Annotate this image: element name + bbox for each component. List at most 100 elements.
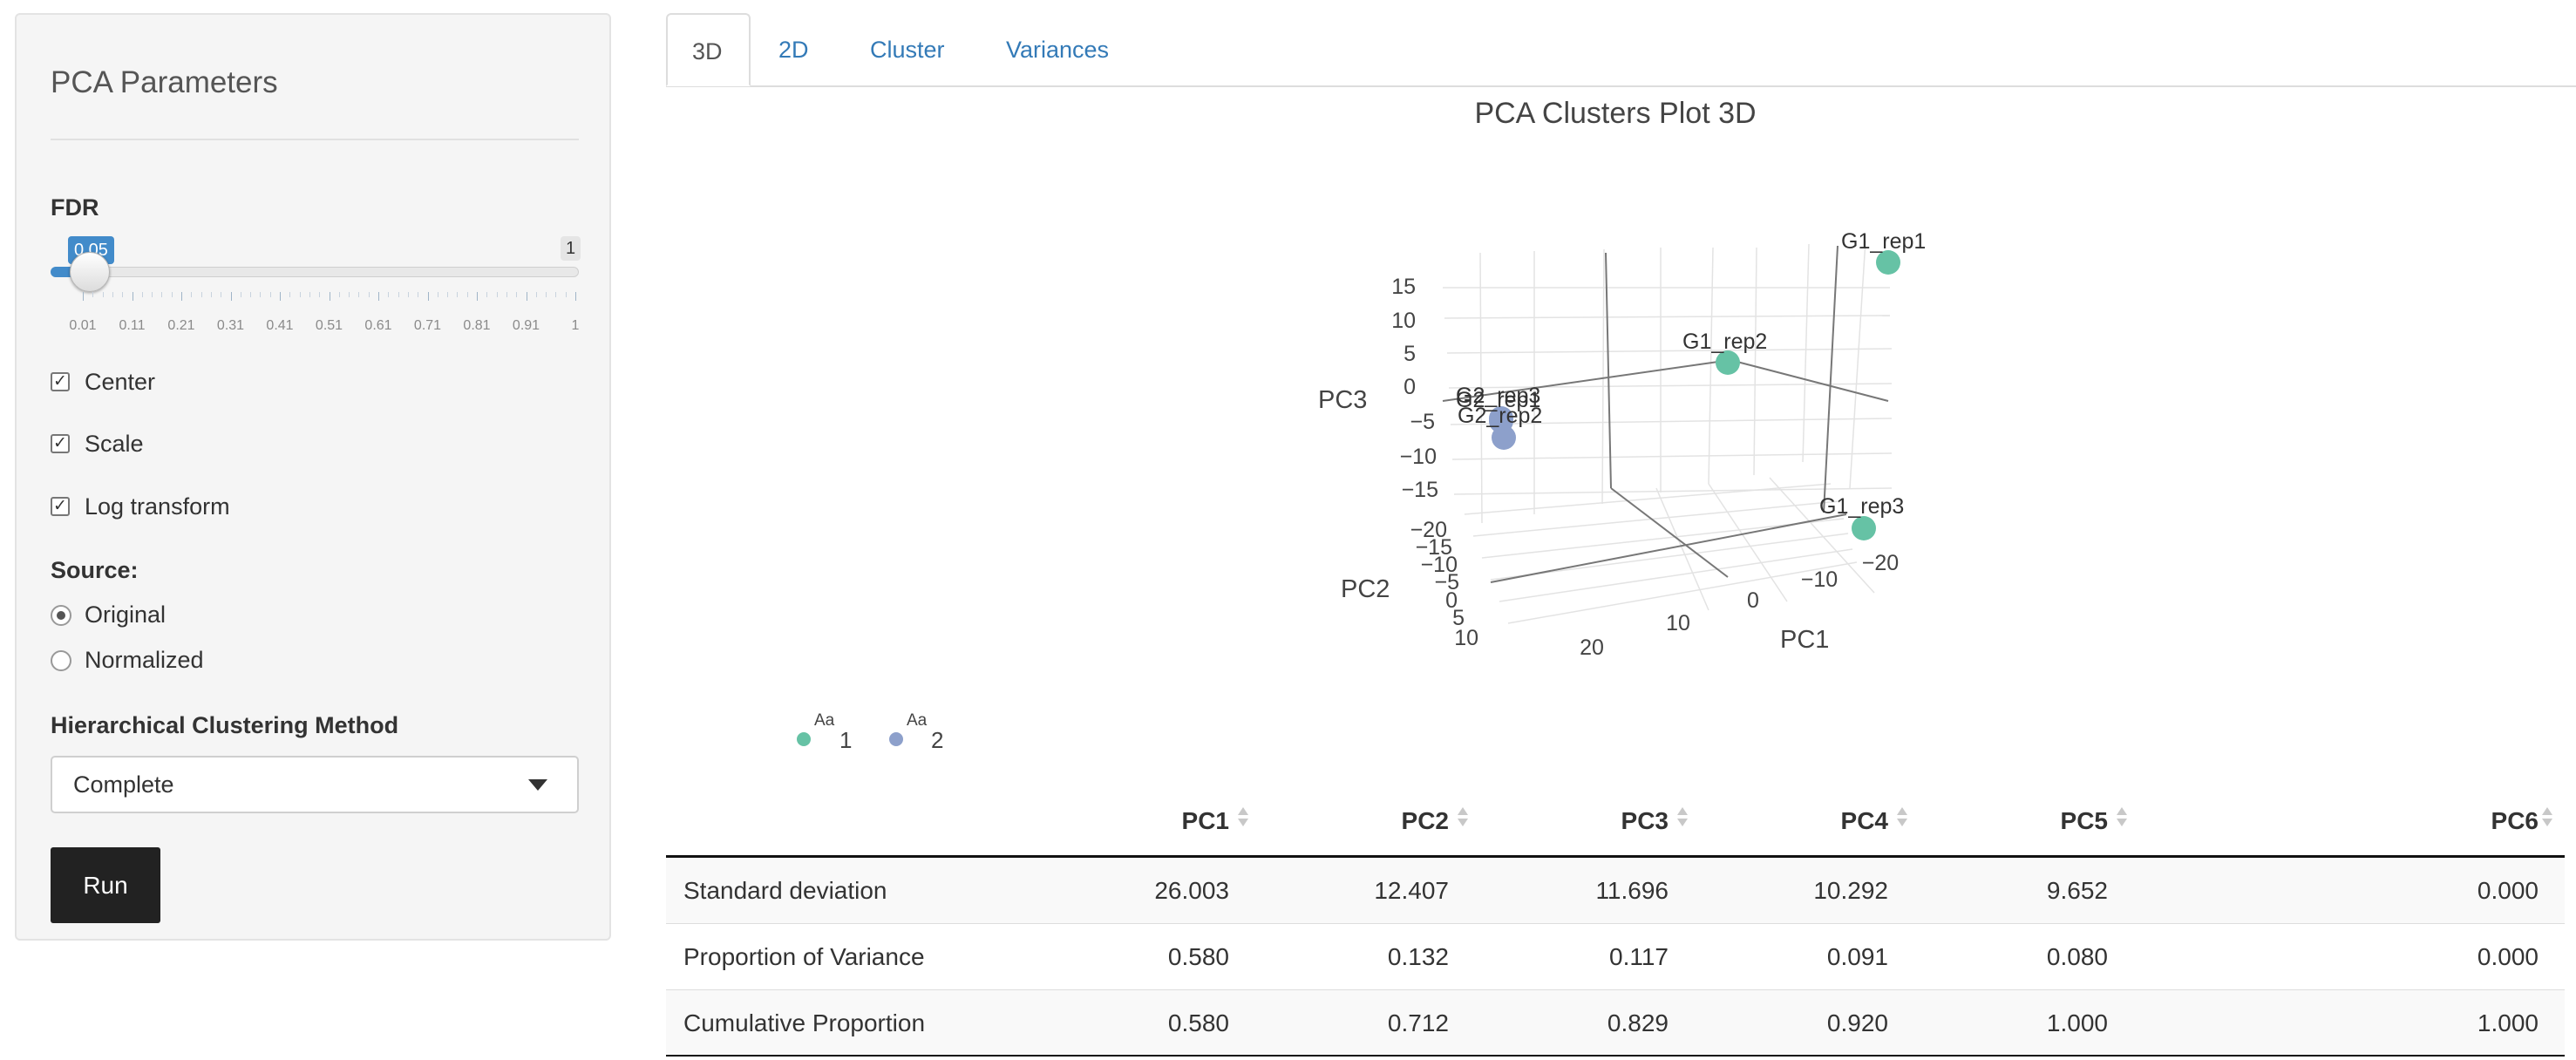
- legend-marker-1[interactable]: [797, 732, 811, 746]
- data-point-label: G1_rep1: [1841, 229, 1926, 254]
- tab-2d[interactable]: 2D: [778, 37, 809, 63]
- slider-tick: [152, 292, 153, 297]
- slider-tick: [309, 292, 310, 297]
- slider-tick: [427, 292, 429, 301]
- table-row: Proportion of Variance 0.580 0.132 0.117 0.0…: [666, 924, 2565, 990]
- table-cell: 0.091: [1826, 943, 1888, 970]
- data-point-g2-rep2[interactable]: [1492, 425, 1516, 450]
- pc2-tick: −10: [1421, 553, 1458, 577]
- table-row: Cumulative Proportion 0.580 0.712 0.829 0.92…: [666, 990, 2565, 1057]
- sidebar-panel: PCA Parameters FDR 1 0.05 0.01 0.11 0.21 0.…: [15, 13, 611, 941]
- slider-tick: [122, 292, 124, 297]
- data-point-label: G1_rep3: [1819, 494, 1904, 519]
- sort-icon[interactable]: [2542, 805, 2552, 830]
- fdr-slider-handle[interactable]: [70, 252, 110, 292]
- source-normalized-radio[interactable]: [51, 650, 71, 671]
- table-cell: 0.920: [1826, 1009, 1888, 1036]
- slider-tick: [575, 292, 576, 301]
- sort-icon[interactable]: [1238, 805, 1248, 830]
- source-original-radio[interactable]: [51, 605, 71, 626]
- tab-variances[interactable]: Variances: [1006, 37, 1110, 63]
- data-point-g1-rep1[interactable]: [1876, 250, 1900, 275]
- table-header-pc5[interactable]: PC5: [2060, 807, 2108, 834]
- center-checkbox[interactable]: ✓: [51, 372, 70, 391]
- table-header-pc2[interactable]: PC2: [1401, 807, 1449, 834]
- slider-tick: [447, 292, 449, 297]
- slider-tick: [457, 292, 459, 297]
- slider-tick: [299, 292, 301, 297]
- slider-tick: [171, 292, 173, 297]
- data-point-label: G1_rep2: [1682, 330, 1767, 354]
- row-label: Standard deviation: [683, 877, 887, 904]
- table-cell: 11.696: [1595, 877, 1669, 904]
- slider-tick: [191, 292, 193, 297]
- fdr-slider-track[interactable]: [51, 267, 579, 277]
- legend-marker-2[interactable]: [889, 732, 903, 746]
- slider-tick: [319, 292, 321, 297]
- data-point-g2-rep3[interactable]: [1489, 406, 1513, 431]
- slider-tick: [358, 292, 360, 297]
- pc1-tick: 20: [1580, 635, 1604, 660]
- pca-3d-scatter-plot[interactable]: 15 10 5 0 −5 −10 −15 PC3 −20 −15 −10 −5 …: [666, 113, 2576, 758]
- table-cell: 0.117: [1609, 943, 1669, 970]
- slider-tick: [546, 292, 547, 297]
- data-point-label: G2_rep3: [1456, 384, 1540, 408]
- tab-3d[interactable]: 3D: [666, 13, 751, 86]
- table-row: Standard deviation 26.003 12.407 11.696 10.2…: [666, 858, 2565, 924]
- table-cell: 0.580: [1167, 943, 1229, 970]
- pc1-tick: −10: [1801, 567, 1838, 592]
- table-cell: 0.000: [2477, 877, 2539, 904]
- slider-tick: [112, 292, 113, 297]
- run-button[interactable]: Run: [51, 847, 160, 923]
- table-cell: 0.712: [1387, 1009, 1449, 1036]
- table-cell: 1.000: [2046, 1009, 2108, 1036]
- table-cell: 1.000: [2477, 1009, 2539, 1036]
- sort-icon[interactable]: [2117, 805, 2127, 830]
- pc2-tick: −5: [1434, 570, 1459, 595]
- data-point-g1-rep3[interactable]: [1852, 516, 1876, 540]
- plot-axes: [1442, 245, 1889, 583]
- sort-icon[interactable]: [1897, 805, 1907, 830]
- plot-legend[interactable]: Aa 1 Aa 2: [797, 711, 943, 753]
- pc3-tick: −10: [1400, 445, 1437, 469]
- pc2-tick: 0: [1445, 588, 1458, 613]
- slider-tick: [161, 292, 163, 297]
- table-header-pc6[interactable]: PC6: [2491, 807, 2539, 834]
- legend-symbol-text: Aa: [814, 711, 835, 730]
- slider-tick-label: 0.41: [266, 318, 294, 333]
- plot-grid: [1443, 240, 1893, 624]
- table-cell: 0.829: [1607, 1009, 1669, 1036]
- sort-icon[interactable]: [1677, 805, 1688, 830]
- pc3-tick: 15: [1391, 275, 1416, 299]
- sort-icon[interactable]: [1458, 805, 1468, 830]
- clustering-method-select[interactable]: Complete: [51, 756, 579, 813]
- slider-tick-label: 0.61: [364, 318, 392, 333]
- table-header-pc4[interactable]: PC4: [1840, 807, 1888, 834]
- slider-tick: [289, 292, 291, 297]
- pc3-tick-labels: 15 10 5 0 −5 −10 −15: [1391, 275, 1438, 502]
- slider-tick: [496, 292, 498, 297]
- slider-tick: [535, 292, 537, 297]
- sidebar-title: PCA Parameters: [51, 65, 278, 99]
- slider-tick: [349, 292, 350, 297]
- pc2-tick: 10: [1454, 626, 1478, 650]
- table-cell: 12.407: [1374, 877, 1449, 904]
- plot-title: PCA Clusters Plot 3D: [1474, 97, 1757, 130]
- scale-checkbox[interactable]: ✓: [51, 434, 70, 453]
- tab-cluster[interactable]: Cluster: [870, 37, 945, 63]
- log-transform-checkbox[interactable]: ✓: [51, 497, 70, 516]
- slider-tick: [506, 292, 507, 297]
- table-header-pc3[interactable]: PC3: [1621, 807, 1669, 834]
- legend-symbol-text: Aa: [907, 711, 928, 730]
- scale-checkbox-label: Scale: [85, 431, 144, 457]
- row-label: Proportion of Variance: [683, 943, 925, 970]
- table-header-pc1[interactable]: PC1: [1181, 807, 1229, 834]
- table-cell: 10.292: [1813, 877, 1888, 904]
- legend-label-2[interactable]: 2: [931, 727, 943, 753]
- pc3-tick: 5: [1404, 342, 1416, 366]
- data-point-g1-rep2[interactable]: [1716, 350, 1740, 375]
- slider-tick: [555, 292, 557, 297]
- table-header-rule: [666, 855, 2565, 858]
- legend-label-1[interactable]: 1: [839, 727, 852, 753]
- slider-tick: [407, 292, 409, 297]
